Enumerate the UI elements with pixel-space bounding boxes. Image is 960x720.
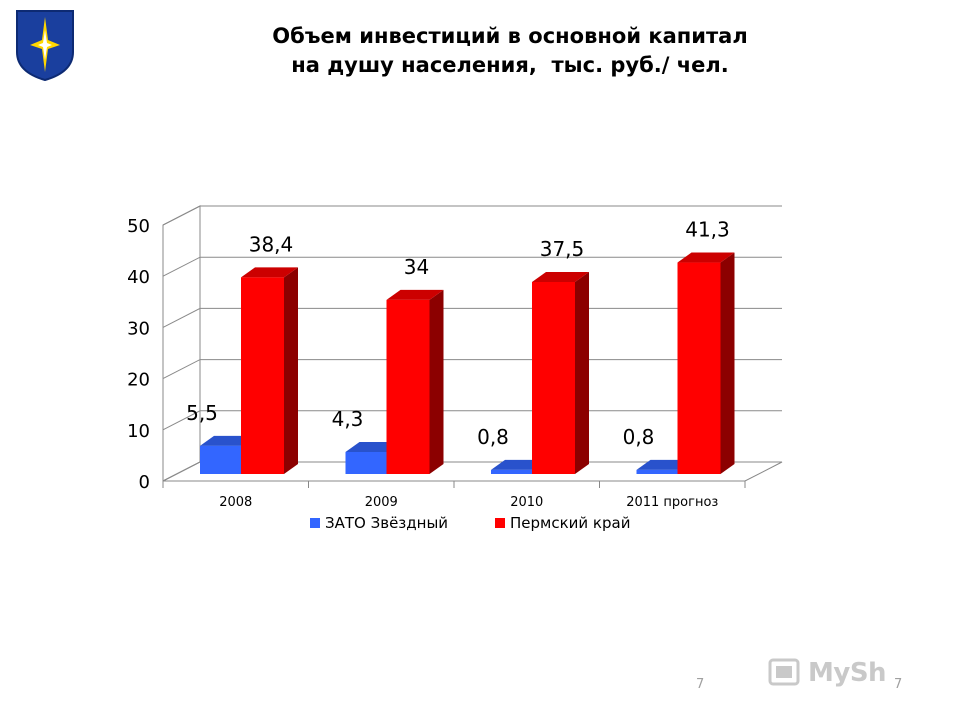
legend-label: Пермский край <box>510 514 630 532</box>
data-label: 0,8 <box>623 425 655 449</box>
bar <box>636 469 680 474</box>
bar-side <box>720 252 735 474</box>
side-wall <box>162 205 201 482</box>
bar-side <box>429 289 444 474</box>
legend-swatch <box>310 518 320 528</box>
data-label: 4,3 <box>332 407 364 431</box>
data-label: 34 <box>404 255 429 279</box>
bar <box>241 277 284 474</box>
bar-side <box>575 272 589 474</box>
bar <box>491 469 534 474</box>
bar-top <box>241 267 298 278</box>
y-tick-label: 20 <box>127 370 150 391</box>
y-tick-label: 40 <box>127 267 150 288</box>
watermark-logo-icon <box>768 658 800 686</box>
bar <box>200 445 243 474</box>
bar <box>677 262 721 474</box>
x-tick-label: 2011 прогноз <box>626 495 718 510</box>
y-tick-label: 30 <box>127 318 150 339</box>
data-label: 0,8 <box>477 425 509 449</box>
bar <box>532 282 575 474</box>
coat-of-arms-emblem <box>16 10 74 82</box>
watermark-text: MySh <box>808 658 887 688</box>
y-tick-label: 10 <box>127 421 150 442</box>
page-number-right: 7 <box>894 677 903 692</box>
gridline <box>162 256 782 277</box>
data-label: 38,4 <box>249 232 294 256</box>
y-tick-label: 50 <box>127 216 150 237</box>
chart-title-line-2: на душу населения, тыс. руб./ чел. <box>291 53 729 77</box>
data-label: 41,3 <box>685 218 730 242</box>
x-tick-label: 2010 <box>510 495 543 510</box>
chart-title-line-1: Объем инвестиций в основной капитал <box>272 24 748 48</box>
x-tick-label: 2009 <box>365 495 398 510</box>
bar-top <box>532 272 589 282</box>
legend-swatch <box>495 518 505 528</box>
legend-label: ЗАТО Звёздный <box>325 514 448 532</box>
data-label: 5,5 <box>186 401 218 425</box>
bar-top <box>386 289 444 300</box>
bar-top <box>677 252 735 263</box>
chart-title: Объем инвестиций в основной капитал на д… <box>150 22 870 80</box>
bar <box>386 299 430 474</box>
bar-side <box>284 267 298 474</box>
page-number: 7 <box>696 677 705 692</box>
data-label: 37,5 <box>540 237 585 261</box>
y-tick-label: 0 <box>139 472 150 493</box>
gridline <box>162 205 782 226</box>
x-tick-label: 2008 <box>219 495 252 510</box>
bar <box>345 451 389 474</box>
